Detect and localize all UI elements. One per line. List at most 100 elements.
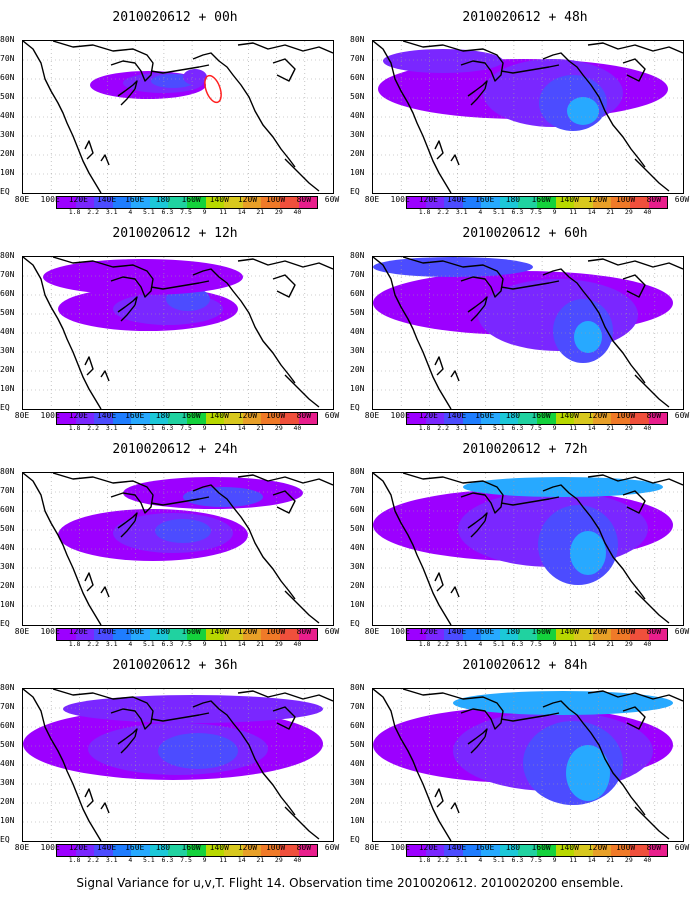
colorbar-label: 2.2: [87, 208, 100, 216]
coastline: [237, 690, 333, 702]
colorbar-swatch: [592, 845, 612, 856]
lon-label: 100W: [265, 411, 286, 420]
colorbar-label: 21: [606, 640, 615, 648]
map-area: [22, 472, 334, 626]
variance-shade: [567, 97, 599, 125]
coastline: [402, 41, 504, 82]
lon-label: 120E: [68, 843, 88, 852]
lon-label: 160E: [125, 627, 145, 636]
coastline: [100, 370, 110, 382]
lat-label: 40N: [0, 111, 15, 120]
coastline: [84, 572, 94, 592]
coastline: [52, 689, 154, 730]
coastline: [237, 258, 333, 270]
lat-label: 40N: [350, 759, 365, 768]
map-area: [372, 40, 684, 194]
lon-label: 160W: [181, 627, 201, 636]
colorbar-swatch: [75, 845, 95, 856]
lat-label: 40N: [350, 327, 365, 336]
colorbar-swatch: [462, 413, 482, 424]
colorbar-swatch: [242, 629, 262, 640]
lat-label: 80N: [350, 683, 365, 692]
lat-label: 30N: [0, 130, 15, 139]
colorbar-swatch: [168, 413, 188, 424]
lat-label: 50N: [0, 92, 15, 101]
map-svg: [373, 689, 683, 841]
lon-label: 180: [155, 195, 171, 204]
colorbar-swatch: [187, 629, 206, 640]
lat-label: 70N: [0, 486, 15, 495]
map-svg: [23, 473, 333, 625]
lon-label: 80W: [646, 627, 662, 636]
coastline: [23, 689, 102, 841]
coastline: [52, 473, 154, 514]
coastline: [450, 802, 460, 814]
lon-label: 160E: [475, 411, 495, 420]
colorbar-swatch: [592, 413, 612, 424]
colorbar-swatch: [574, 413, 593, 424]
lon-label: 160W: [531, 627, 551, 636]
lat-label: 60N: [350, 721, 365, 730]
colorbar-label: 5.1: [492, 208, 505, 216]
coastline: [117, 80, 138, 106]
colorbar-swatch: [537, 629, 556, 640]
lon-label: 140W: [209, 843, 229, 852]
colorbar-swatch: [499, 845, 519, 856]
colorbar-label: 7.5: [180, 424, 192, 432]
lon-label: 60W: [324, 843, 340, 852]
lon-label: 80W: [646, 195, 662, 204]
lon-label: 140W: [209, 195, 229, 204]
coastline: [634, 590, 670, 624]
lon-label: 80E: [364, 627, 380, 636]
lat-label: 30N: [350, 778, 365, 787]
coastline: [272, 706, 296, 730]
colorbar-label: 9: [202, 424, 207, 432]
colorbar-swatch: [261, 413, 280, 424]
colorbar-label: 9: [552, 856, 557, 864]
map-area: [372, 472, 684, 626]
lat-label: 60N: [350, 73, 365, 82]
colorbar-label: 3.1: [105, 208, 118, 216]
coastline: [542, 268, 646, 384]
panel-title: 2010020612 + 72h: [462, 442, 588, 457]
colorbar-label: 40: [293, 424, 302, 432]
lat-label: 50N: [350, 524, 365, 533]
colorbar-label: 6.3: [511, 208, 524, 216]
colorbar-swatch: [629, 845, 649, 856]
colorbar-swatch: [131, 413, 150, 424]
colorbar-swatch: [112, 197, 132, 208]
lat-label: 40N: [0, 327, 15, 336]
map-area: [22, 688, 334, 842]
colorbar: [406, 412, 668, 425]
colorbar-swatch: [187, 197, 206, 208]
lon-label: 140E: [446, 195, 467, 204]
lat-label: 50N: [0, 308, 15, 317]
colorbar-label: 2.2: [87, 856, 100, 864]
colorbar-swatch: [298, 197, 318, 208]
coastline: [634, 806, 670, 840]
lon-label: 160E: [475, 843, 495, 852]
coastline: [100, 586, 110, 598]
colorbar-label: 9: [202, 856, 207, 864]
lat-label: 20N: [350, 365, 365, 374]
coastline: [272, 274, 296, 298]
variance-shade: [383, 49, 503, 73]
coastline: [500, 64, 560, 74]
colorbar-label: 14: [587, 208, 596, 216]
colorbar-label: 1.8: [418, 856, 431, 864]
coastline: [23, 41, 102, 193]
colorbar-label: 1.8: [418, 640, 431, 648]
coastline: [237, 42, 333, 54]
map-area: [372, 688, 684, 842]
colorbar-label: 29: [624, 424, 633, 432]
colorbar-swatch: [205, 197, 225, 208]
colorbar-swatch: [407, 845, 426, 856]
variance-shade: [155, 519, 211, 543]
colorbar-label: 40: [293, 208, 302, 216]
coastline: [434, 572, 444, 592]
coastline: [150, 496, 210, 506]
colorbar-swatch: [112, 629, 132, 640]
map-svg: [23, 41, 333, 193]
lon-label: 80W: [296, 627, 312, 636]
colorbar-swatch: [298, 413, 318, 424]
